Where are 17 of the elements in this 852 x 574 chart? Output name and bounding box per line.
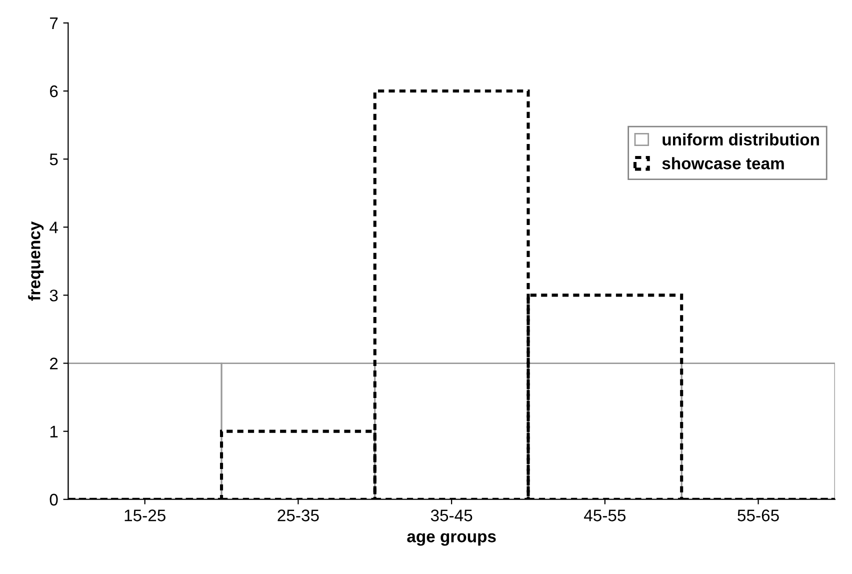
x-tick-label: 55-65	[738, 510, 779, 522]
y-tick-label: 3	[50, 290, 58, 302]
x-tick-label: 35-45	[430, 510, 472, 522]
y-tick-label: 0	[50, 494, 58, 506]
y-tick-label: 7	[50, 18, 58, 29]
y-tick-label: 2	[50, 358, 58, 370]
y-tick-label: 6	[50, 85, 58, 98]
y-tick-label: 1	[50, 426, 58, 438]
y-tick-label: 5	[50, 154, 58, 166]
x-axis-title: age groups	[407, 533, 496, 546]
legend-label: uniform distribution	[662, 133, 819, 146]
x-tick-label: 15-25	[124, 510, 166, 522]
y-axis-title: frequency	[28, 221, 44, 301]
x-tick-label: 25-35	[278, 510, 319, 522]
x-tick-label: 45-55	[584, 510, 626, 522]
legend-label: showcase team	[662, 157, 784, 170]
y-tick-label: 4	[50, 222, 58, 234]
